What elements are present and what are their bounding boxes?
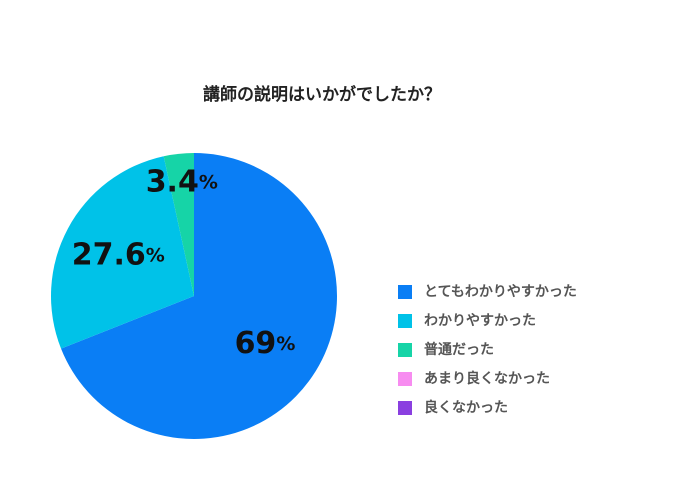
- legend-swatch: [398, 401, 412, 415]
- legend-label: 普通だった: [424, 341, 494, 358]
- legend-label: あまり良くなかった: [424, 370, 550, 387]
- pie-slice: [163, 153, 194, 296]
- legend-swatch: [398, 343, 412, 357]
- legend-swatch: [398, 314, 412, 328]
- legend-label: わかりやすかった: [424, 313, 536, 329]
- legend-swatch: [398, 372, 412, 386]
- data-label: 3.4%: [146, 164, 218, 199]
- data-label: 27.6%: [72, 237, 165, 272]
- legend-label: 良くなかった: [424, 399, 508, 416]
- data-label: 69%: [235, 326, 296, 361]
- pie-slice: [61, 153, 337, 439]
- chart-title: 講師の説明はいかがでしたか？: [203, 84, 441, 105]
- legend-label: とてもわかりやすかった: [424, 284, 577, 300]
- legend-swatch: [398, 285, 412, 299]
- pie-slice: [51, 156, 195, 349]
